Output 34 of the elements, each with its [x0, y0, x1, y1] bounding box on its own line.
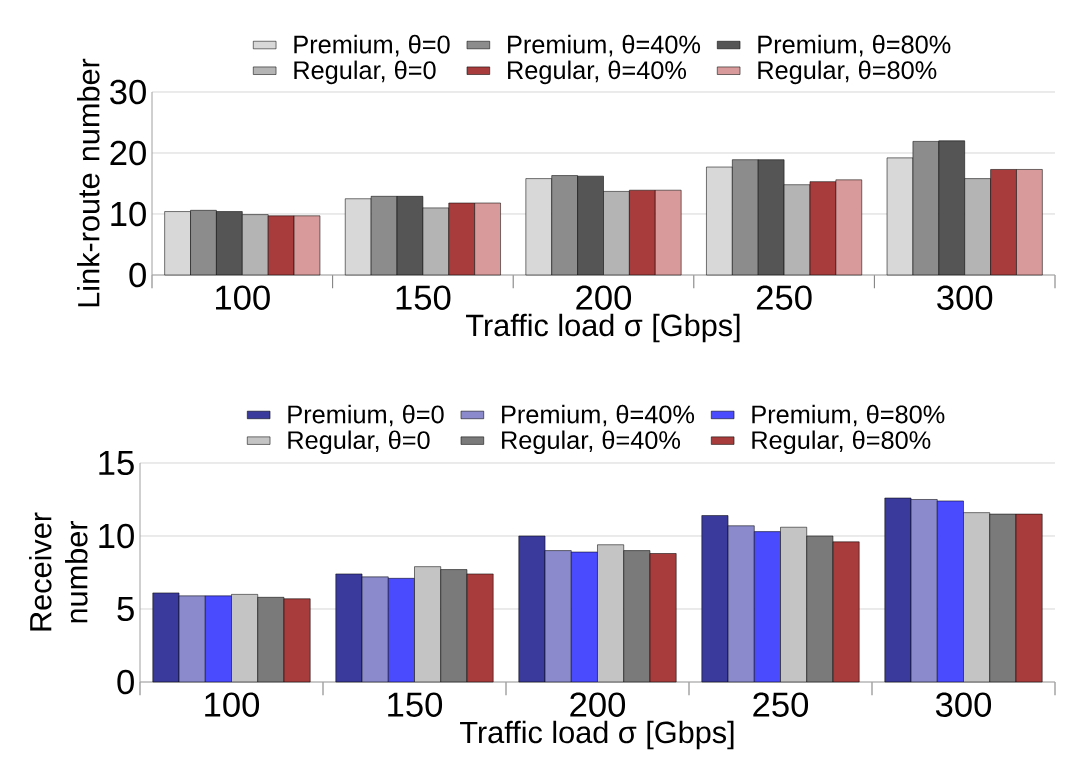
legend-label: Regular, θ=80% — [752, 430, 931, 455]
legend-label: Premium, θ=80% — [758, 34, 951, 57]
legend-label: Premium, θ=40% — [502, 404, 695, 427]
x-tick-label: 300 — [937, 285, 993, 310]
y-tick-label: 15 — [99, 450, 134, 476]
legend-label: Regular, θ=40% — [508, 60, 687, 85]
legend-label: Premium, θ=40% — [508, 34, 701, 57]
y-tick-label: 5 — [117, 596, 134, 622]
y-tick-label: 0 — [129, 262, 146, 288]
legend-label: Regular, θ=0 — [288, 430, 430, 455]
legend-label: Premium, θ=0 — [294, 34, 450, 57]
y-axis-title: Link-route number — [77, 58, 100, 307]
x-tick-label: 200 — [576, 285, 632, 310]
y-tick-label: 20 — [110, 140, 146, 166]
x-tick-label: 100 — [205, 692, 260, 717]
y-tick-label: 10 — [99, 523, 134, 549]
legend-label: Regular, θ=40% — [502, 430, 681, 455]
legend-label: Premium, θ=0 — [288, 404, 444, 427]
y-tick-label: 30 — [110, 79, 146, 105]
legend-label: Regular, θ=80% — [758, 60, 937, 85]
legend-label: Premium, θ=80% — [752, 404, 945, 427]
x-axis-title: Traffic load σ [Gbps] — [460, 720, 734, 750]
legend-label: Regular, θ=0 — [294, 60, 436, 85]
x-tick-label: 250 — [756, 285, 812, 310]
x-tick-label: 300 — [935, 692, 992, 717]
x-tick-label: 250 — [753, 692, 809, 717]
y-tick-label: 10 — [111, 201, 146, 227]
x-tick-label: 150 — [388, 692, 443, 717]
x-axis-title: Traffic load σ [Gbps] — [466, 313, 740, 343]
x-tick-label: 150 — [396, 285, 451, 310]
x-tick-label: 100 — [216, 285, 270, 310]
x-tick-label: 200 — [570, 692, 626, 717]
y-axis-title: Receiver number — [29, 512, 88, 631]
y-tick-label: 0 — [117, 669, 134, 695]
